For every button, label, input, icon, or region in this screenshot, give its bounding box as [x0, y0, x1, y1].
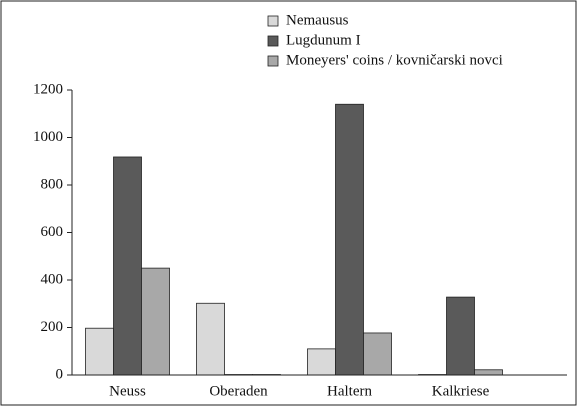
bar: [196, 302, 225, 376]
bar: [363, 332, 392, 376]
y-tick-label: 0: [56, 366, 64, 382]
y-tick-label: 800: [41, 176, 64, 192]
bar: [307, 348, 336, 376]
x-tick-label: Kalkriese: [432, 383, 490, 399]
bar: [113, 156, 142, 376]
y-tick-label: 1000: [33, 129, 63, 145]
x-tick-label: Haltern: [327, 383, 372, 399]
bar: [474, 369, 503, 376]
legend-label: Moneyers' coins / kovničarski novci: [286, 52, 503, 68]
bar: [141, 267, 170, 376]
legend-label: Nemausus: [286, 12, 349, 28]
y-tick-label: 600: [41, 224, 64, 240]
bar: [335, 103, 364, 376]
legend-swatch: [267, 35, 279, 47]
bar: [85, 327, 114, 376]
x-tick-label: Oberaden: [209, 383, 268, 399]
legend-label: Lugdunum I: [286, 32, 361, 48]
bar: [446, 296, 475, 376]
y-tick-label: 200: [41, 319, 64, 335]
y-tick-label: 1200: [33, 81, 63, 97]
legend-swatch: [267, 55, 279, 67]
legend-swatch: [267, 15, 279, 27]
x-tick-label: Neuss: [109, 383, 146, 399]
y-tick-label: 400: [41, 271, 64, 287]
